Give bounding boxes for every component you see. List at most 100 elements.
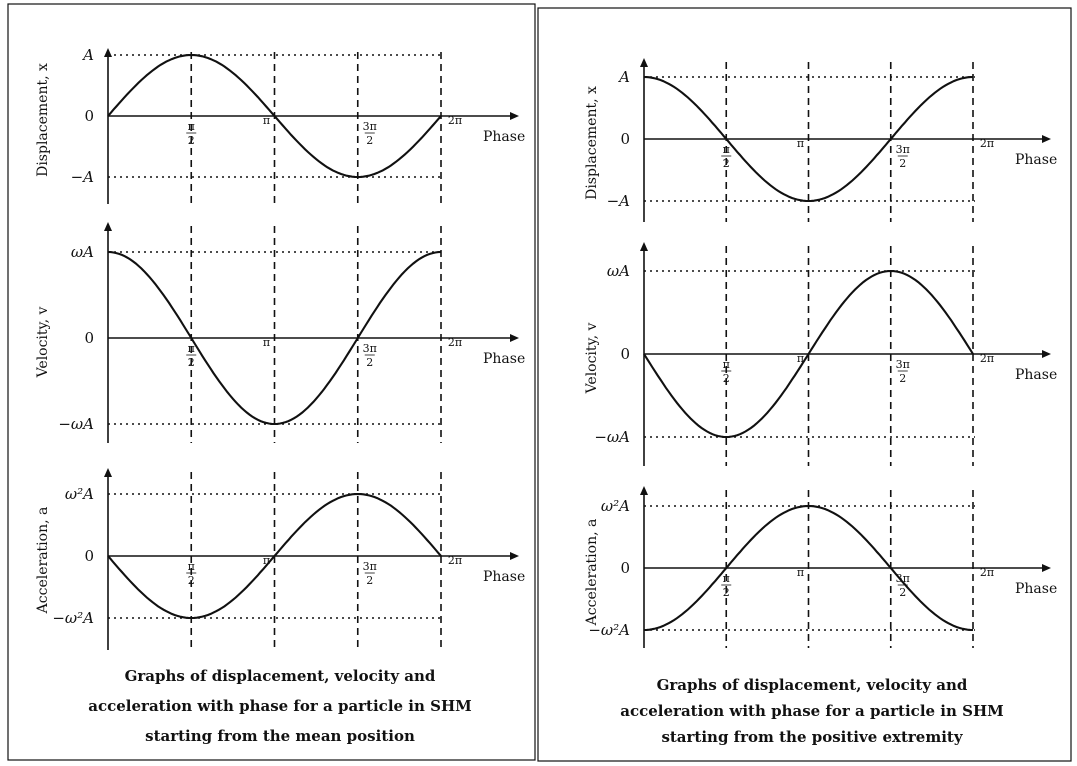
x-axis-arrow: [1042, 564, 1051, 572]
tick-label-three-half-pi-den: 2: [899, 372, 906, 385]
ymin-label: −ωA: [594, 428, 630, 446]
tick-label-three-half-pi: 3π2: [896, 358, 910, 385]
caption-line-3: starting from the positive extremity: [661, 728, 963, 746]
y-axis-arrow: [104, 468, 112, 477]
tick-label-two-pi: 2π: [448, 114, 462, 127]
tick-label-three-half-pi: 3π2: [363, 342, 377, 369]
caption-line-2: acceleration with phase for a particle i…: [88, 697, 471, 715]
tick-label-pi: π: [263, 336, 270, 349]
ymax-label: ωA: [71, 243, 94, 261]
tick-label-half-pi-den: 2: [188, 574, 195, 587]
zero-label: 0: [84, 107, 94, 125]
tick-label-three-half-pi-den: 2: [366, 356, 373, 369]
zero-label: 0: [620, 130, 630, 148]
tick-label-half-pi-den: 2: [723, 157, 730, 170]
tick-label-pi: π: [797, 137, 804, 150]
tick-label-two-pi: 2π: [448, 554, 462, 567]
tick-label-half-pi-den: 2: [723, 372, 730, 385]
y-axis-label: Displacement, x: [584, 86, 600, 200]
x-axis-label: Phase: [1015, 581, 1057, 597]
zero-label: 0: [620, 559, 630, 577]
tick-label-three-half-pi: 3π2: [896, 143, 910, 170]
x-axis-arrow: [510, 334, 519, 342]
tick-label-half-pi: π2: [721, 358, 732, 385]
series-curve: [643, 75, 974, 203]
tick-label-half-pi-num: π: [188, 120, 195, 133]
tick-label-half-pi-num: π: [188, 342, 195, 355]
y-axis-arrow: [640, 58, 648, 67]
tick-label-three-half-pi: 3π2: [363, 560, 377, 587]
tick-label-three-half-pi-num: 3π: [363, 342, 377, 355]
series-curve: [643, 269, 974, 439]
tick-label-pi: π: [797, 566, 804, 579]
x-axis-label: Phase: [1015, 367, 1057, 383]
ymax-label: ω²A: [65, 485, 94, 503]
tick-label-three-half-pi-num: 3π: [896, 143, 910, 156]
ymin-label: −ωA: [58, 415, 94, 433]
series-curve: [107, 250, 442, 426]
tick-label-half-pi: π2: [186, 342, 197, 369]
ymin-label: −A: [71, 168, 95, 186]
y-axis-label: Velocity, v: [584, 323, 600, 395]
tick-label-three-half-pi-num: 3π: [896, 572, 910, 585]
tick-label-half-pi: π2: [721, 572, 732, 599]
tick-label-half-pi-den: 2: [188, 134, 195, 147]
tick-label-two-pi: 2π: [980, 566, 994, 579]
ymax-label: A: [81, 46, 94, 64]
ymin-label: −ω²A: [52, 609, 94, 627]
x-axis-label: Phase: [483, 129, 525, 145]
tick-label-half-pi-den: 2: [723, 586, 730, 599]
ymax-label: ω²A: [601, 497, 630, 515]
x-axis-label: Phase: [483, 569, 525, 585]
y-axis-label: Displacement, x: [35, 63, 51, 177]
ymax-label: A: [617, 68, 630, 86]
y-axis-label: Acceleration, a: [35, 507, 51, 615]
tick-label-three-half-pi-den: 2: [366, 134, 373, 147]
zero-label: 0: [620, 345, 630, 363]
tick-label-half-pi-num: π: [723, 143, 730, 156]
tick-label-half-pi-num: π: [723, 358, 730, 371]
tick-label-pi: π: [797, 352, 804, 365]
ymin-label: −ω²A: [588, 621, 630, 639]
x-axis-arrow: [1042, 135, 1051, 143]
x-axis-label: Phase: [1015, 152, 1057, 168]
tick-label-three-half-pi: 3π2: [896, 572, 910, 599]
caption-line-1: Graphs of displacement, velocity and: [125, 667, 436, 685]
tick-label-pi: π: [263, 554, 270, 567]
y-axis-label: Velocity, v: [35, 307, 51, 379]
tick-label-half-pi: π2: [186, 560, 197, 587]
x-axis-arrow: [510, 112, 519, 120]
x-axis-label: Phase: [483, 351, 525, 367]
left-panel-border: [7, 3, 536, 761]
series-curve: [643, 504, 974, 632]
series-curve: [107, 53, 442, 179]
zero-label: 0: [84, 329, 94, 347]
tick-label-three-half-pi-den: 2: [366, 574, 373, 587]
tick-label-half-pi: π2: [721, 143, 732, 170]
tick-label-three-half-pi-num: 3π: [363, 120, 377, 133]
tick-label-pi: π: [263, 114, 270, 127]
y-axis-arrow: [640, 486, 648, 495]
tick-label-two-pi: 2π: [980, 137, 994, 150]
series-curve: [107, 492, 442, 620]
ymin-label: −A: [607, 192, 631, 210]
tick-label-three-half-pi-den: 2: [899, 586, 906, 599]
y-axis-arrow: [104, 48, 112, 57]
caption-line-2: acceleration with phase for a particle i…: [620, 702, 1003, 720]
tick-label-two-pi: 2π: [448, 336, 462, 349]
tick-label-half-pi: π2: [186, 120, 197, 147]
x-axis-arrow: [1042, 350, 1051, 358]
y-axis-arrow: [640, 242, 648, 251]
caption-line-1: Graphs of displacement, velocity and: [657, 676, 968, 694]
tick-label-three-half-pi-num: 3π: [896, 358, 910, 371]
